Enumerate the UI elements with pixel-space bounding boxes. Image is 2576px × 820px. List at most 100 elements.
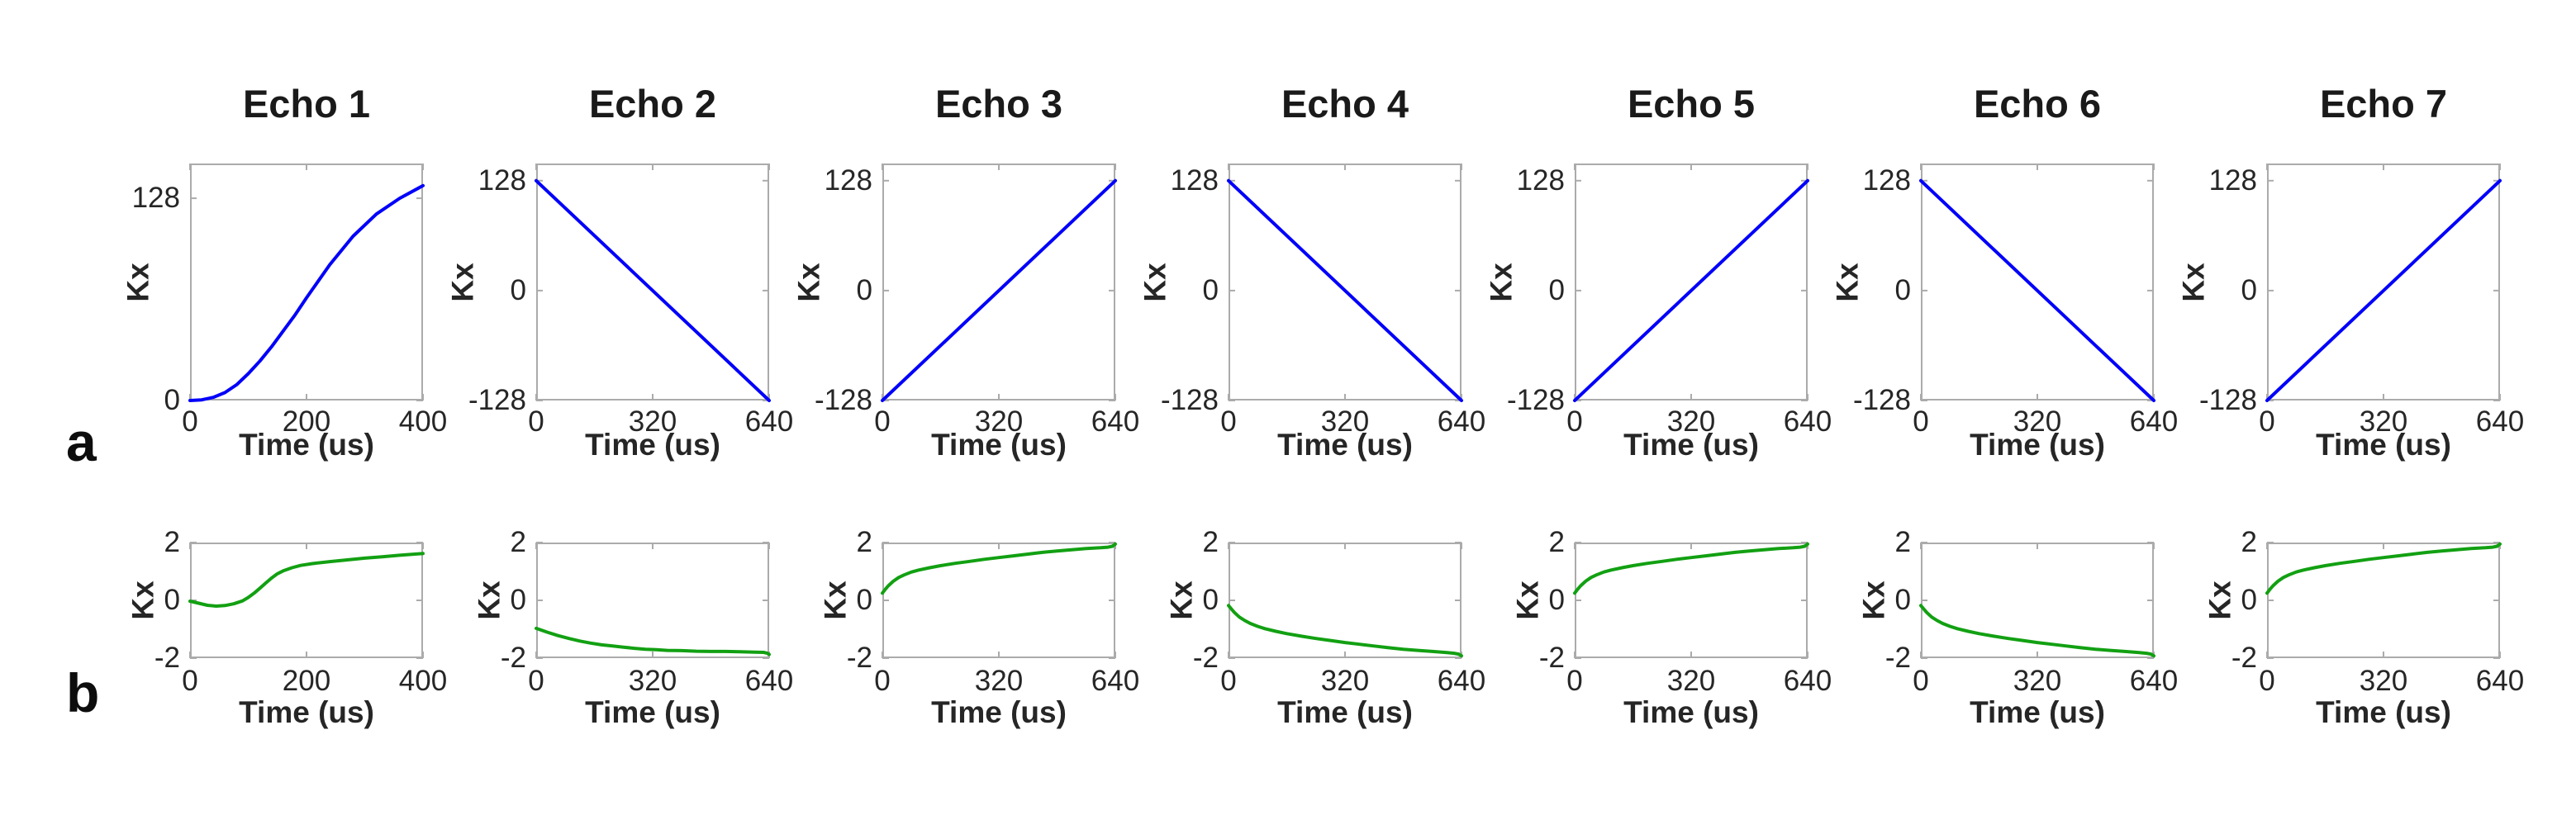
y-tick-label: 2 <box>1548 525 1565 558</box>
subplot-title: Echo 7 <box>2319 82 2448 126</box>
tick-marks <box>1920 542 2155 659</box>
subplot-title: Echo 4 <box>1281 82 1409 126</box>
x-tick-label: 320 <box>1666 665 1716 697</box>
y-axis-label: Kx <box>2176 262 2211 302</box>
subplot-a-echo-2: Echo 2 0 320 640 -128 0 128 Time (us) Kx <box>446 82 794 462</box>
x-tick-label: 640 <box>2475 405 2525 438</box>
y-axis-label: Kx <box>818 581 853 620</box>
tick-marks <box>1574 542 1808 659</box>
y-axis-label: Kx <box>1856 581 1891 620</box>
y-tick-label: 128 <box>824 164 872 197</box>
x-tick-label: 640 <box>1437 405 1486 438</box>
plot-area <box>881 164 1117 402</box>
subplot-b-echo-2: 0 320 640 -2 0 2 Time (us) Kx <box>473 526 794 728</box>
y-tick-label: 128 <box>1862 164 1911 197</box>
x-tick-label: 0 <box>1220 665 1237 697</box>
y-tick-label: 0 <box>856 273 872 306</box>
y-tick-label: -2 <box>1538 641 1565 674</box>
x-tick-label: 0 <box>1913 665 1929 697</box>
x-tick-label: 640 <box>1091 405 1140 438</box>
subplot-title: Echo 1 <box>242 82 371 126</box>
axes-box <box>2267 543 2500 658</box>
x-tick-label: 320 <box>2359 665 2408 697</box>
plot-area <box>535 164 771 402</box>
kx-curve <box>1573 542 1809 595</box>
y-tick-label: 128 <box>131 181 180 214</box>
x-axis-label: Time (us) <box>931 428 1067 462</box>
y-tick-label: 0 <box>1548 273 1565 306</box>
x-axis-label: Time (us) <box>2316 428 2451 462</box>
x-axis-label: Time (us) <box>1970 428 2105 462</box>
y-tick-label: 2 <box>1894 525 1911 558</box>
kx-curve <box>1227 178 1463 402</box>
y-axis-label: Kx <box>126 581 160 620</box>
subplot-b-echo-5: 0 320 640 -2 0 2 Time (us) Kx <box>1511 526 1832 728</box>
plot-area <box>2265 542 2502 659</box>
subplot-b-echo-1: 0 200 400 -2 0 2 Time (us) Kx <box>126 526 448 728</box>
x-axis-label: Time (us) <box>931 695 1067 729</box>
kx-curve <box>535 178 771 402</box>
kx-curve <box>881 542 1117 595</box>
kx-curve <box>1573 178 1809 402</box>
y-tick-label: -2 <box>846 641 872 674</box>
plot-area <box>2265 164 2502 402</box>
subplot-b-echo-4: 0 320 640 -2 0 2 Time (us) Kx <box>1165 526 1486 728</box>
y-tick-label: 2 <box>1202 525 1219 558</box>
x-axis-label: Time (us) <box>1277 695 1413 729</box>
x-tick-label: 640 <box>1091 665 1140 697</box>
tick-marks <box>2266 542 2501 659</box>
y-tick-label: 0 <box>164 583 180 616</box>
kx-curve <box>1227 604 1463 658</box>
y-tick-label: 128 <box>1170 164 1219 197</box>
y-tick-label: -2 <box>500 641 526 674</box>
x-tick-label: 320 <box>974 665 1024 697</box>
x-tick-label: 200 <box>282 405 331 438</box>
y-tick-label: -2 <box>1192 641 1219 674</box>
x-tick-label: 640 <box>2129 405 2179 438</box>
x-tick-label: 320 <box>2013 665 2062 697</box>
x-tick-label: 0 <box>1220 405 1237 438</box>
subplot-b-echo-6: 0 320 640 -2 0 2 Time (us) Kx <box>1857 526 2179 728</box>
plot-area <box>188 164 425 402</box>
y-tick-label: 0 <box>1894 583 1911 616</box>
x-tick-label: 0 <box>874 665 891 697</box>
plot-area <box>1227 542 1463 659</box>
x-axis-label: Time (us) <box>1623 428 1759 462</box>
x-tick-label: 320 <box>1320 405 1370 438</box>
y-tick-label: -2 <box>2231 641 2257 674</box>
subplot-a-echo-6: Echo 6 0 320 640 -128 0 128 Time (us) Kx <box>1831 82 2179 462</box>
subplot-a-echo-5: Echo 5 0 320 640 -128 0 128 Time (us) Kx <box>1485 82 1832 462</box>
subplot-a-echo-3: Echo 3 0 320 640 -128 0 128 Time (us) Kx <box>792 82 1140 462</box>
y-tick-label: 128 <box>2208 164 2257 197</box>
x-tick-label: 640 <box>744 665 794 697</box>
y-tick-label: 0 <box>2241 273 2257 306</box>
plot-area <box>1919 164 2155 402</box>
axes-box <box>2267 164 2500 401</box>
y-tick-label: 128 <box>478 164 526 197</box>
y-tick-label: 0 <box>1894 273 1911 306</box>
x-axis-label: Time (us) <box>1277 428 1413 462</box>
x-tick-label: 320 <box>2359 405 2408 438</box>
kx-curve <box>1919 178 2155 402</box>
x-axis-label: Time (us) <box>1623 695 1759 729</box>
x-tick-label: 640 <box>2129 665 2179 697</box>
y-tick-label: -2 <box>154 641 180 674</box>
plot-area <box>188 542 425 659</box>
subplot-title: Echo 5 <box>1627 82 1756 126</box>
y-tick-label: 2 <box>164 525 180 558</box>
y-axis-label: Kx <box>1830 262 1865 302</box>
x-tick-label: 0 <box>1566 665 1583 697</box>
kx-curve <box>1919 604 2155 658</box>
y-axis-label: Kx <box>1484 262 1519 302</box>
x-axis-label: Time (us) <box>585 428 720 462</box>
y-tick-label: 0 <box>510 583 526 616</box>
plot-area <box>1919 542 2155 659</box>
kx-curve <box>535 626 771 656</box>
x-axis-label: Time (us) <box>239 695 374 729</box>
x-tick-label: 640 <box>1783 405 1832 438</box>
x-tick-label: 320 <box>974 405 1024 438</box>
y-axis-label: Kx <box>445 262 480 302</box>
plot-area <box>1573 164 1809 402</box>
x-tick-label: 0 <box>182 405 198 438</box>
x-axis-label: Time (us) <box>2316 695 2451 729</box>
